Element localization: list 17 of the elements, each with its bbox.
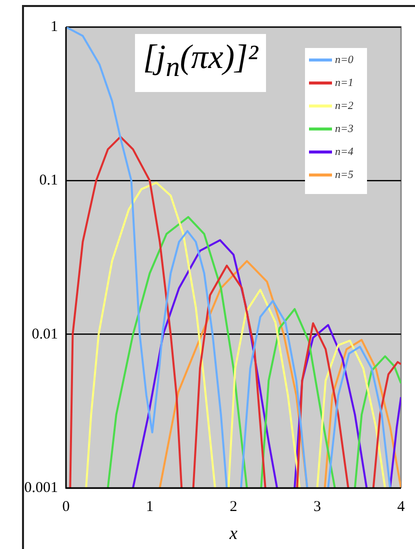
x-tick-label: 2 [230, 498, 238, 515]
legend-label: n=5 [335, 168, 354, 181]
chart-title: [j$_{n}$(πx)]² [135, 34, 266, 92]
x-tick-label: 3 [314, 498, 321, 515]
legend-label: n=0 [335, 54, 354, 66]
x-tick-label: 1 [146, 498, 154, 515]
x-axis-title: x [228, 522, 238, 543]
legend-label: n=4 [335, 146, 354, 158]
y-tick-label: 1 [50, 18, 58, 35]
y-tick-label: 0.001 [24, 480, 58, 496]
legend-label: n=2 [335, 100, 354, 112]
legend-label: n=1 [335, 76, 354, 89]
legend-label: n=3 [335, 122, 354, 135]
y-tick-label: 0.01 [32, 326, 58, 342]
x-tick-label: 0 [62, 498, 70, 515]
x-tick-label: 4 [397, 498, 406, 515]
y-tick-label: 0.1 [39, 172, 58, 189]
